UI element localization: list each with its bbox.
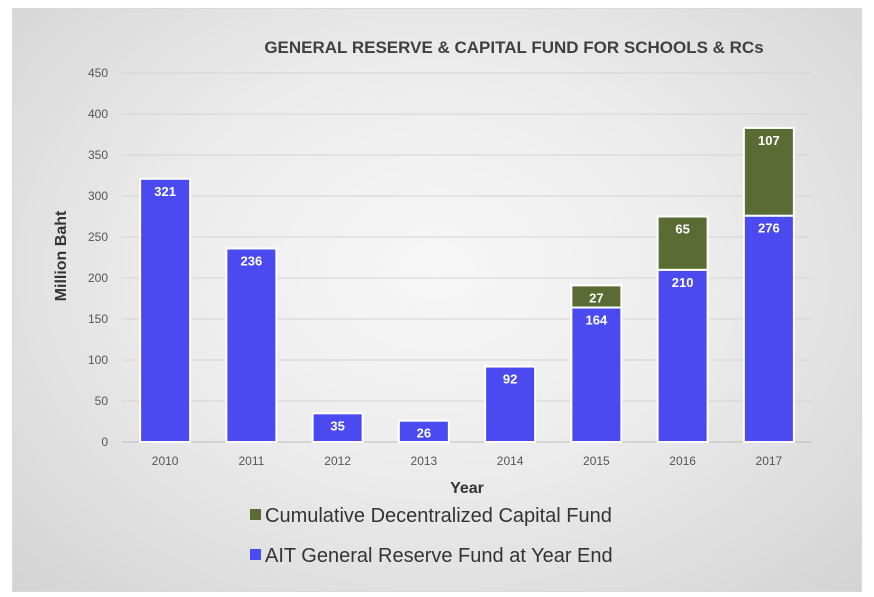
data-label: 276 <box>758 221 780 236</box>
bar-reserve-fund <box>139 177 192 443</box>
bar-reserve-fund <box>742 214 795 443</box>
x-axis-title: Year <box>450 480 484 497</box>
x-tick-label: 2017 <box>756 454 783 468</box>
data-label: 65 <box>675 222 689 237</box>
bar-reserve-fund <box>484 365 537 443</box>
y-tick-label: 0 <box>101 435 108 449</box>
bar-reserve-fund <box>225 247 278 443</box>
legend: Cumulative Decentralized Capital Fund AIT… <box>250 505 613 567</box>
y-tick-label: 100 <box>88 353 108 367</box>
data-label: 35 <box>330 418 344 433</box>
x-tick-label: 2014 <box>497 454 524 468</box>
bar-reserve-fund <box>656 268 709 443</box>
y-tick-label: 150 <box>88 312 108 326</box>
y-tick-label: 300 <box>88 189 108 203</box>
data-label: 210 <box>672 275 694 290</box>
data-label: 27 <box>589 290 603 305</box>
legend-swatch <box>250 509 261 520</box>
y-tick-label: 250 <box>88 230 108 244</box>
y-axis-title: Million Baht <box>53 210 70 301</box>
x-tick-label: 2010 <box>152 454 179 468</box>
data-label: 164 <box>586 313 608 328</box>
data-label: 321 <box>154 184 176 199</box>
legend-label: Cumulative Decentralized Capital Fund <box>265 505 612 527</box>
y-tick-label: 50 <box>95 394 109 408</box>
data-label: 107 <box>758 133 780 148</box>
bars: 321 236 35 26 92 164 27 210 65 276 107 <box>139 126 795 443</box>
bar-reserve-fund <box>311 412 364 443</box>
bar-reserve-fund <box>397 419 450 443</box>
chart-title: GENERAL RESERVE & CAPITAL FUND FOR SCHOO… <box>264 38 763 57</box>
x-tick-label: 2016 <box>669 454 696 468</box>
y-tick-label: 450 <box>88 66 108 80</box>
x-tick-label: 2013 <box>411 454 438 468</box>
x-tick-label: 2015 <box>583 454 610 468</box>
bar-capital-fund <box>656 215 709 271</box>
y-tick-label: 400 <box>88 107 108 121</box>
y-tick-label: 200 <box>88 271 108 285</box>
y-tick-label: 350 <box>88 148 108 162</box>
x-tick-labels: 2010 2011 2012 2013 2014 2015 2016 2017 <box>152 454 783 468</box>
data-label: 236 <box>241 253 263 268</box>
x-tick-label: 2011 <box>238 454 264 468</box>
bar-capital-fund <box>570 284 623 309</box>
data-label: 26 <box>417 426 431 441</box>
bar-capital-fund <box>742 126 795 217</box>
legend-swatch <box>250 549 261 560</box>
data-label: 92 <box>503 372 517 387</box>
x-tick-label: 2012 <box>324 454 351 468</box>
legend-label: AIT General Reserve Fund at Year End <box>265 545 613 567</box>
bar-reserve-fund <box>570 306 623 443</box>
y-tick-labels: 0 50 100 150 200 250 300 350 400 450 <box>88 66 108 449</box>
